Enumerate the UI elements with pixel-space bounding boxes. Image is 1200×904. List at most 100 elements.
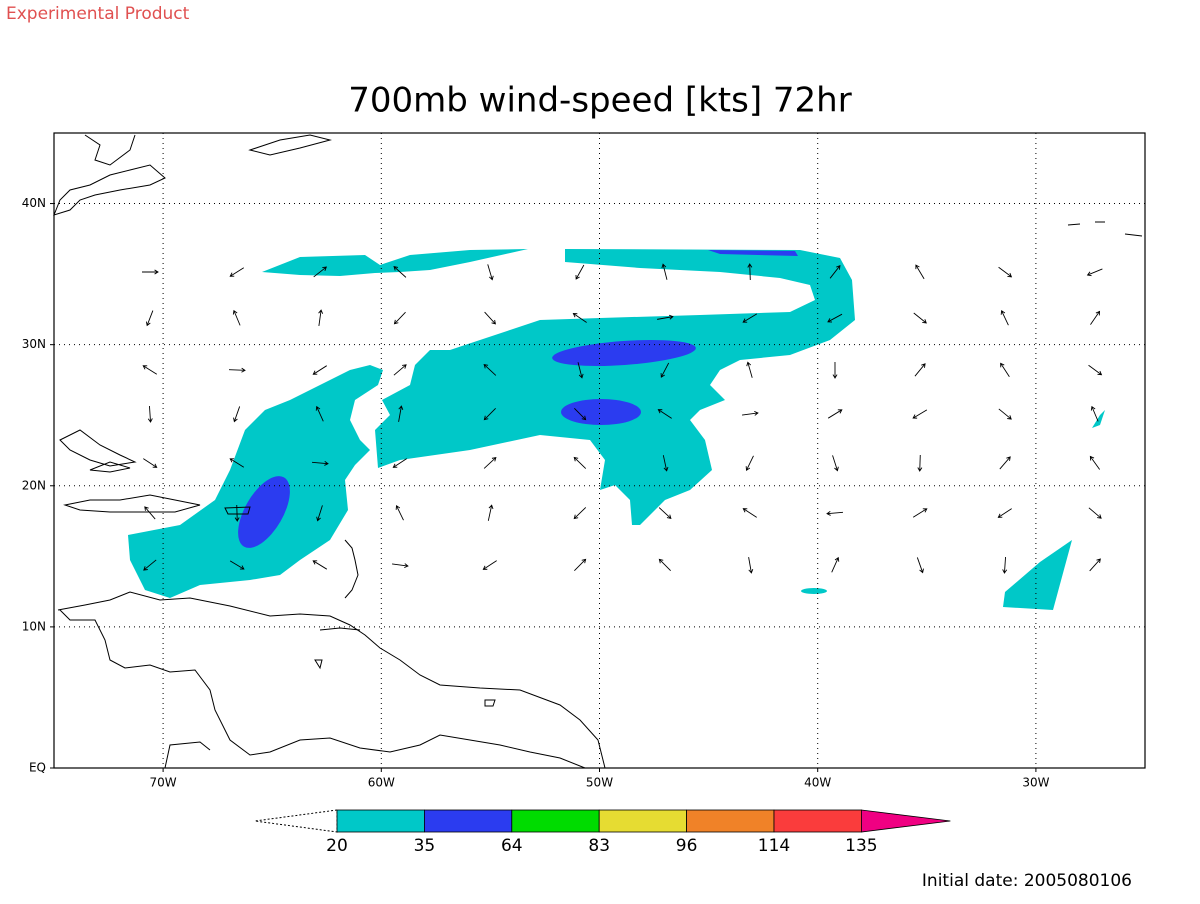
map-frame — [53, 132, 1146, 769]
wind-arrow — [142, 365, 158, 375]
colorbar-label: 83 — [588, 836, 610, 856]
wind-arrow — [998, 408, 1012, 420]
shaded-area — [375, 249, 855, 525]
wind-arrow — [315, 405, 324, 422]
wind-arrow — [1090, 310, 1101, 325]
grid — [50, 133, 1145, 772]
wind-arrow — [233, 406, 241, 423]
wind-arrow — [746, 361, 753, 378]
wind-arrow — [1086, 268, 1103, 277]
wind-arrow — [483, 456, 497, 469]
shaded-area — [238, 476, 290, 548]
wind-arrow — [832, 455, 839, 472]
y-tick-label: 10N — [22, 619, 46, 633]
wind-arrow — [657, 314, 674, 320]
wind-arrow — [1000, 362, 1010, 377]
coastlines — [53, 134, 1143, 769]
colorbar: 20 35 64 83 96 114 135 — [254, 809, 951, 856]
colorbar-label: 20 — [326, 836, 348, 856]
shaded-area — [708, 250, 798, 256]
wind-arrow — [574, 408, 587, 421]
wind-arrow — [999, 456, 1011, 470]
y-tick-label: 20N — [22, 478, 46, 492]
wind-arrow — [917, 454, 923, 472]
wind-arrow — [482, 560, 497, 570]
shaded-area — [561, 399, 641, 425]
wind-arrow — [313, 266, 327, 278]
y-tick-label: 40N — [22, 196, 46, 210]
wind-arrow — [232, 309, 241, 326]
wind-arrow — [392, 458, 407, 468]
wind-arrow — [395, 505, 404, 521]
wind-arrow — [660, 362, 670, 378]
wind-arrow — [392, 563, 409, 569]
wind-arrow — [398, 405, 404, 422]
wind-arrow — [143, 559, 157, 571]
wind-arrow — [229, 458, 245, 468]
colorbar-box — [598, 809, 688, 833]
wind-arrow — [311, 460, 329, 466]
wind-arrow — [487, 264, 494, 281]
wind-arrow — [572, 313, 587, 323]
wind-arrow — [826, 510, 844, 516]
wind-arrow — [574, 558, 587, 572]
shaded-area — [552, 340, 696, 366]
wind-arrow — [234, 504, 240, 522]
x-tick-label: 50W — [586, 776, 613, 790]
wind-arrow — [997, 508, 1012, 518]
wind-arrow — [742, 313, 758, 323]
colorbar-label: 96 — [676, 836, 698, 856]
colorbar-over-triangle — [861, 809, 951, 833]
wind-arrow — [483, 363, 497, 376]
wind-arrow — [998, 266, 1013, 278]
wind-arrow — [316, 505, 323, 522]
wind-speed-shading — [128, 249, 1105, 610]
wind-arrow — [747, 263, 753, 281]
wind-arrow — [573, 456, 587, 469]
wind-arrow — [914, 363, 926, 377]
wind-arrow — [827, 313, 843, 323]
wind-arrow — [393, 364, 407, 376]
wind-arrow — [661, 263, 668, 280]
wind-arrow — [748, 557, 754, 574]
y-tick-label: 30N — [22, 337, 46, 351]
wind-arrow — [1088, 364, 1103, 376]
shaded-area — [1092, 410, 1105, 428]
wind-arrow — [1089, 455, 1101, 470]
wind-arrow — [657, 409, 672, 419]
wind-arrow — [1090, 405, 1099, 422]
colorbar-label: 35 — [414, 836, 436, 856]
product-label: Experimental Product — [6, 4, 190, 24]
coastline — [59, 429, 251, 515]
shaded-area — [262, 249, 528, 276]
colorbar-box — [423, 809, 513, 833]
colorbar-box — [686, 809, 775, 833]
wind-arrow — [312, 365, 327, 375]
colorbar-label: 135 — [845, 836, 877, 856]
colorbar-box — [773, 809, 862, 833]
colorbar-box — [336, 809, 425, 833]
wind-arrow — [742, 508, 757, 518]
map-title: 700mb wind-speed [kts] 72hr — [348, 81, 851, 121]
wind-arrow — [827, 409, 843, 419]
wind-arrow — [1089, 558, 1101, 572]
wind-arrow — [912, 409, 928, 419]
colorbar-box — [511, 809, 600, 833]
coastline — [53, 134, 1143, 237]
wind-arrow — [913, 312, 927, 324]
wind-arrow — [1002, 556, 1008, 574]
x-tick-label: 40W — [804, 776, 831, 790]
wind-arrow — [229, 560, 245, 570]
wind-arrow — [916, 557, 924, 574]
shaded-area — [1003, 540, 1072, 610]
initial-date: Initial date: 2005080106 — [922, 871, 1132, 891]
wind-arrow — [658, 507, 672, 520]
x-tick-label: 30W — [1022, 776, 1049, 790]
wind-arrow — [393, 266, 407, 278]
shaded-area — [801, 588, 827, 594]
wind-arrow — [575, 264, 585, 280]
x-tick-label: 70W — [150, 776, 177, 790]
wind-arrow — [829, 265, 841, 279]
wind-arrow — [143, 458, 158, 468]
